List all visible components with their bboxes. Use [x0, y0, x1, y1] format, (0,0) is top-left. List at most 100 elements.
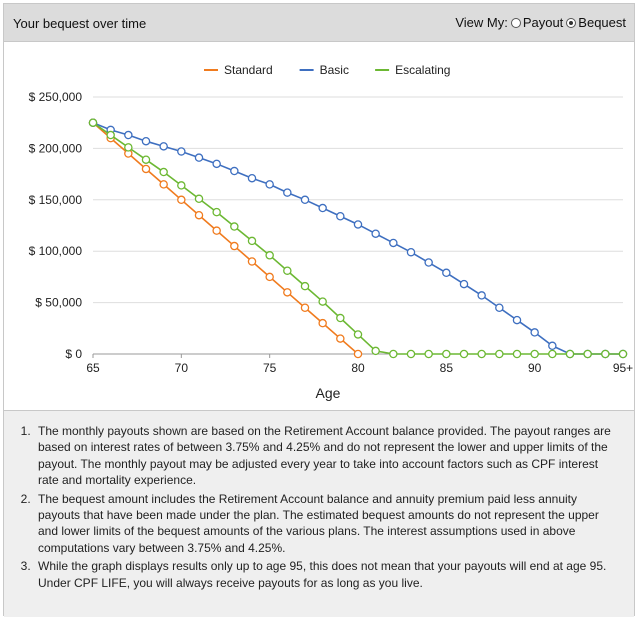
y-tick-label: $ 100,000	[29, 244, 83, 258]
notes-list: The monthly payouts shown are based on t…	[4, 411, 634, 591]
data-point-basic	[495, 303, 504, 312]
data-point-basic	[512, 315, 522, 325]
view-toggle: View My: Payout Bequest	[455, 15, 626, 30]
legend-label: Escalating	[395, 63, 450, 77]
data-point-standard	[283, 288, 292, 297]
data-point-standard	[159, 180, 168, 189]
data-point-basic	[212, 159, 221, 169]
data-point-standard	[230, 241, 239, 251]
data-point-standard	[141, 164, 151, 174]
data-point-escalating	[601, 349, 610, 359]
data-point-escalating	[424, 349, 433, 359]
payout-option-label: Payout	[522, 15, 564, 30]
data-point-escalating	[512, 349, 522, 359]
data-point-standard	[177, 195, 186, 205]
data-point-escalating	[141, 155, 151, 164]
data-point-basic	[406, 247, 416, 257]
data-point-escalating	[283, 266, 292, 275]
data-point-standard	[247, 257, 257, 266]
y-tick-label: $ 150,000	[29, 193, 83, 207]
data-point-escalating	[230, 222, 239, 231]
data-point-basic	[283, 188, 292, 197]
data-point-escalating	[583, 349, 592, 359]
data-point-basic	[141, 136, 151, 146]
payout-option[interactable]: Payout	[510, 15, 564, 30]
bequest-line-chart: $ 250,000 $ 200,000 $ 150,000 $ 100,000 $ 50…	[29, 63, 634, 401]
data-point-escalating	[88, 118, 98, 127]
data-point-escalating	[406, 349, 416, 359]
legend-label: Basic	[320, 63, 349, 77]
data-point-basic	[265, 180, 274, 189]
data-point-escalating	[495, 349, 504, 359]
bequest-panel: Your bequest over time View My: Payout B…	[3, 3, 635, 617]
data-point-basic	[230, 166, 239, 176]
y-tick-label: $ 50,000	[35, 296, 82, 310]
x-tick-label: 70	[175, 361, 189, 375]
data-point-basic	[194, 153, 204, 162]
data-point-basic	[318, 203, 327, 213]
payout-radio[interactable]	[510, 17, 521, 28]
view-label: View My:	[455, 15, 508, 30]
y-tick-label: $ 0	[65, 347, 82, 361]
data-point-escalating	[442, 349, 451, 359]
data-point-escalating	[389, 349, 398, 359]
series-line-basic	[92, 121, 623, 355]
data-point-basic	[371, 229, 380, 238]
data-point-escalating	[318, 297, 327, 306]
data-point-basic	[424, 258, 433, 267]
panel-title: Your bequest over time	[13, 16, 147, 31]
data-point-standard	[336, 334, 345, 343]
data-point-escalating	[530, 349, 539, 359]
series-line-escalating	[92, 122, 623, 355]
data-point-basic	[459, 279, 469, 289]
note-item: The monthly payouts shown are based on t…	[34, 423, 620, 489]
bequest-radio[interactable]	[566, 17, 577, 28]
data-point-basic	[477, 291, 486, 300]
data-point-escalating	[265, 251, 274, 260]
x-tick-label: 85	[440, 361, 454, 375]
x-tick-label: 65	[86, 361, 100, 375]
data-point-standard	[212, 226, 221, 235]
data-point-escalating	[177, 181, 186, 190]
data-point-escalating	[371, 346, 380, 356]
data-point-escalating	[477, 349, 486, 359]
notes-section: The monthly payouts shown are based on t…	[4, 410, 634, 617]
data-point-escalating	[336, 313, 345, 323]
bequest-option[interactable]: Bequest	[566, 15, 626, 30]
note-item: While the graph displays results only up…	[34, 558, 620, 591]
data-point-standard	[353, 349, 363, 359]
data-point-escalating	[124, 143, 133, 152]
y-tick-label: $ 250,000	[29, 90, 83, 104]
data-point-escalating	[194, 194, 204, 204]
legend-item: Basic	[299, 63, 349, 77]
bequest-option-label: Bequest	[578, 15, 626, 30]
data-point-escalating	[565, 349, 575, 359]
data-point-basic	[353, 220, 363, 229]
data-point-escalating	[353, 330, 363, 339]
data-point-escalating	[548, 349, 557, 359]
legend-item: Standard	[204, 63, 273, 77]
data-point-basic	[300, 195, 310, 205]
chart-area: $ 250,000 $ 200,000 $ 150,000 $ 100,000 $ 50…	[4, 42, 634, 410]
data-point-standard	[194, 210, 204, 220]
data-point-escalating	[247, 236, 257, 246]
y-tick-label: $ 200,000	[29, 141, 83, 155]
data-point-escalating	[618, 349, 628, 359]
legend-label: Standard	[224, 63, 273, 77]
data-point-escalating	[159, 167, 168, 177]
data-point-escalating	[300, 281, 310, 291]
data-point-basic	[124, 130, 133, 140]
data-point-escalating	[212, 207, 221, 217]
data-point-standard	[265, 272, 274, 282]
data-point-escalating	[459, 349, 469, 359]
data-point-escalating	[106, 130, 115, 140]
data-point-basic	[177, 147, 186, 156]
data-point-basic	[159, 142, 168, 151]
note-item: The bequest amount includes the Retireme…	[34, 491, 620, 557]
data-point-basic	[442, 268, 451, 278]
series-line-standard	[92, 122, 359, 355]
x-tick-label: 95+	[613, 361, 633, 375]
data-point-basic	[336, 211, 345, 221]
x-tick-label: 80	[351, 361, 365, 375]
x-tick-label: 90	[528, 361, 542, 375]
